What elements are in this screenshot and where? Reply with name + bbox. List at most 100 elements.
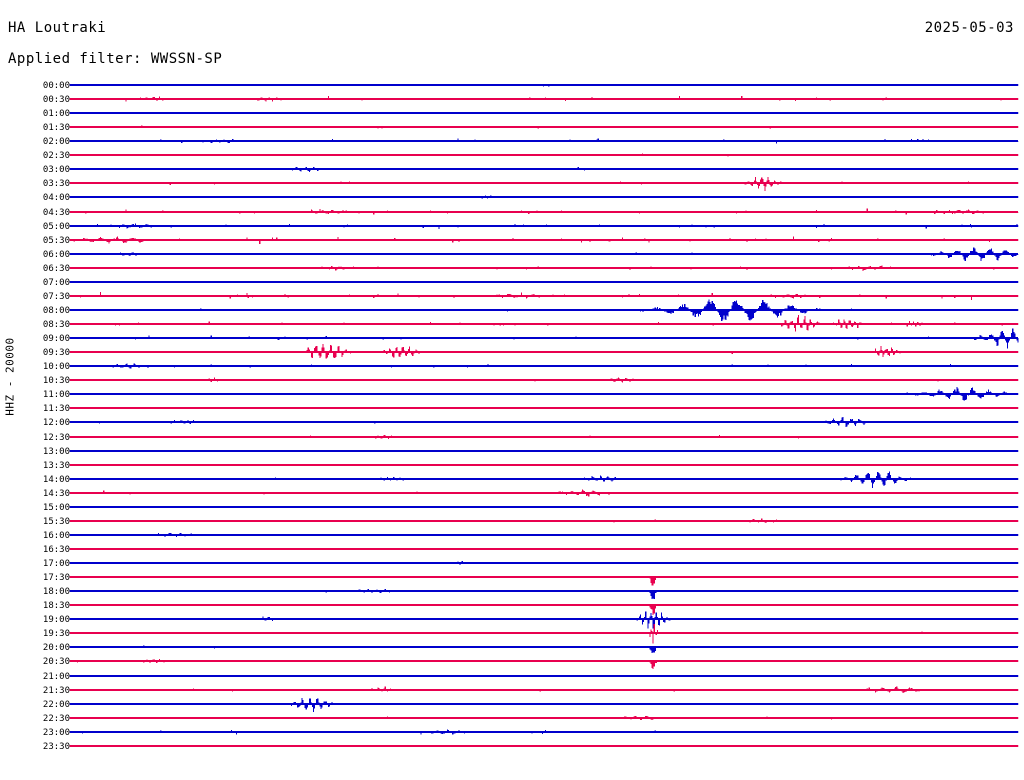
helicorder-row: 06:00	[0, 247, 1024, 263]
seismic-trace	[69, 606, 1019, 632]
row-time-label: 01:30	[42, 123, 70, 134]
seismic-trace	[69, 381, 1019, 407]
row-time-label: 00:00	[42, 81, 70, 91]
seismic-trace	[69, 367, 1019, 393]
helicorder-row: 11:30	[0, 403, 1024, 417]
helicorder-row: 12:00	[0, 417, 1024, 431]
row-time-label: 06:30	[42, 263, 70, 274]
helicorder-row: 05:00	[0, 221, 1024, 235]
row-time-label: 15:30	[42, 516, 70, 527]
helicorder-row: 16:00	[0, 530, 1024, 544]
seismic-trace	[69, 452, 1019, 478]
seismic-trace	[69, 86, 1019, 112]
helicorder-row: 09:00	[0, 328, 1024, 349]
seismic-trace	[69, 297, 1019, 323]
row-time-label: 22:30	[42, 713, 70, 724]
helicorder-row: 14:30	[0, 488, 1024, 502]
row-time-label: 01:00	[42, 109, 70, 120]
helicorder-row: 23:00	[0, 727, 1024, 741]
seismic-trace	[69, 522, 1019, 548]
helicorder-row: 09:30	[0, 344, 1024, 361]
row-time-label: 07:00	[42, 277, 70, 288]
seismic-trace	[69, 156, 1019, 182]
row-time-label: 06:00	[42, 249, 70, 260]
helicorder-row: 17:30	[0, 572, 1024, 586]
helicorder-row: 22:30	[0, 713, 1024, 727]
seismic-trace	[69, 311, 1019, 337]
row-time-label: 14:00	[42, 474, 70, 485]
seismic-trace	[69, 466, 1019, 492]
helicorder-row: 21:30	[0, 685, 1024, 699]
helicorder-row: 13:00	[0, 446, 1024, 460]
seismic-trace	[69, 184, 1019, 210]
helicorder-row: 14:00	[0, 471, 1024, 488]
row-time-label: 12:30	[42, 432, 70, 443]
helicorder-row: 16:30	[0, 544, 1024, 558]
row-time-label: 16:30	[42, 544, 70, 555]
row-time-label: 17:30	[42, 573, 70, 584]
row-time-label: 08:00	[42, 305, 70, 316]
seismic-trace	[69, 592, 1019, 618]
helicorder-plot: 00:00 00:30 01:00 01:30 02:00 02:30 03:00 03:30…	[0, 78, 1024, 778]
helicorder-row: 01:30	[0, 122, 1024, 136]
seismic-trace	[69, 339, 1019, 365]
seismic-trace	[69, 72, 1019, 98]
row-time-label: 17:00	[42, 559, 70, 570]
seismic-trace	[69, 395, 1019, 421]
helicorder-row: 18:30	[0, 600, 1024, 615]
helicorder-row: 08:00	[0, 299, 1024, 322]
row-time-label: 08:30	[42, 320, 70, 331]
seismic-trace	[69, 719, 1019, 745]
helicorder-row: 17:00	[0, 558, 1024, 572]
row-time-label: 09:00	[42, 334, 70, 345]
row-time-label: 15:00	[42, 502, 70, 513]
seismic-trace	[69, 620, 1019, 646]
seismic-trace	[69, 100, 1019, 126]
seismic-trace	[69, 663, 1019, 689]
row-time-label: 05:30	[42, 235, 70, 246]
helicorder-row: 10:00	[0, 361, 1024, 375]
row-time-label: 21:30	[42, 685, 70, 696]
row-time-label: 10:00	[42, 362, 70, 373]
seismic-trace	[69, 241, 1019, 267]
seismic-trace	[69, 283, 1019, 309]
helicorder-row: 23:30	[0, 741, 1024, 755]
helicorder-row: 18:00	[0, 586, 1024, 600]
helicorder-row: 21:00	[0, 671, 1024, 685]
seismic-trace	[69, 550, 1019, 576]
row-time-label: 07:30	[42, 291, 70, 302]
row-time-label: 22:00	[42, 699, 70, 710]
helicorder-row: 04:30	[0, 207, 1024, 221]
seismic-trace	[69, 536, 1019, 562]
seismic-trace	[69, 677, 1019, 703]
record-date: 2025-05-03	[924, 20, 1014, 36]
seismic-trace	[69, 255, 1019, 281]
row-time-label: 23:00	[42, 727, 70, 738]
helicorder-row: 01:00	[0, 108, 1024, 122]
row-time-label: 19:00	[42, 615, 70, 626]
seismic-trace	[69, 480, 1019, 506]
applied-filter-label: Applied filter: WWSSN-SP	[8, 51, 223, 67]
helicorder-row: 13:30	[0, 460, 1024, 474]
helicorder-row: 10:30	[0, 375, 1024, 389]
helicorder-row: 04:00	[0, 192, 1024, 206]
helicorder-row: 08:30	[0, 314, 1024, 333]
helicorder-row: 15:30	[0, 516, 1024, 530]
row-time-label: 12:00	[42, 418, 70, 429]
helicorder-row: 07:30	[0, 291, 1024, 305]
helicorder-row: 19:00	[0, 611, 1024, 630]
row-time-label: 14:30	[42, 488, 70, 499]
helicorder-row: 02:30	[0, 150, 1024, 164]
row-time-label: 18:00	[42, 587, 70, 598]
seismic-trace	[69, 648, 1019, 674]
seismic-trace	[69, 508, 1019, 534]
row-time-label: 02:00	[42, 137, 70, 148]
seismic-trace	[69, 691, 1019, 717]
seismic-trace	[69, 578, 1019, 604]
helicorder-row: 20:30	[0, 656, 1024, 670]
row-time-label: 04:30	[42, 207, 70, 218]
helicorder-row: 00:00	[0, 80, 1024, 94]
seismic-trace	[69, 325, 1019, 351]
seismic-trace	[69, 438, 1019, 464]
seismic-trace	[69, 269, 1019, 295]
